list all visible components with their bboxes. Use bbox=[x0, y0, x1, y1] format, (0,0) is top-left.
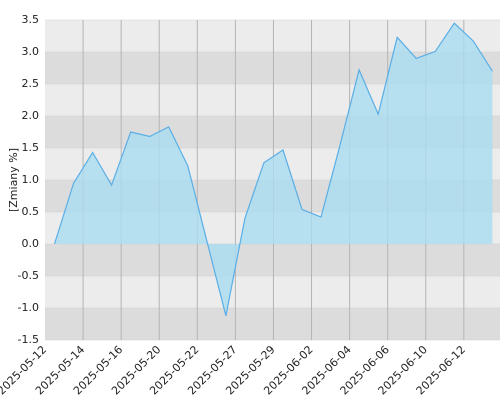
y-tick-label: -0.5 bbox=[18, 269, 39, 282]
y-tick-label: 1.0 bbox=[22, 173, 40, 186]
y-axis-label: [Zmiany %] bbox=[7, 148, 20, 212]
y-tick-label: 0.0 bbox=[22, 237, 40, 250]
y-tick-label: -1.0 bbox=[18, 301, 39, 314]
y-tick-label: 3.0 bbox=[22, 45, 40, 58]
y-tick-label: -1.5 bbox=[18, 333, 39, 346]
y-tick-label: 3.5 bbox=[22, 13, 40, 26]
y-tick-label: 2.5 bbox=[22, 77, 40, 90]
y-tick-label: 2.0 bbox=[22, 109, 40, 122]
y-tick-label: 0.5 bbox=[22, 205, 40, 218]
background-band bbox=[45, 308, 500, 340]
line bbox=[53, 22, 493, 316]
y-tick-label: 1.5 bbox=[22, 141, 40, 154]
background-band bbox=[45, 276, 500, 308]
background-band bbox=[45, 20, 500, 52]
background-band bbox=[45, 244, 500, 276]
